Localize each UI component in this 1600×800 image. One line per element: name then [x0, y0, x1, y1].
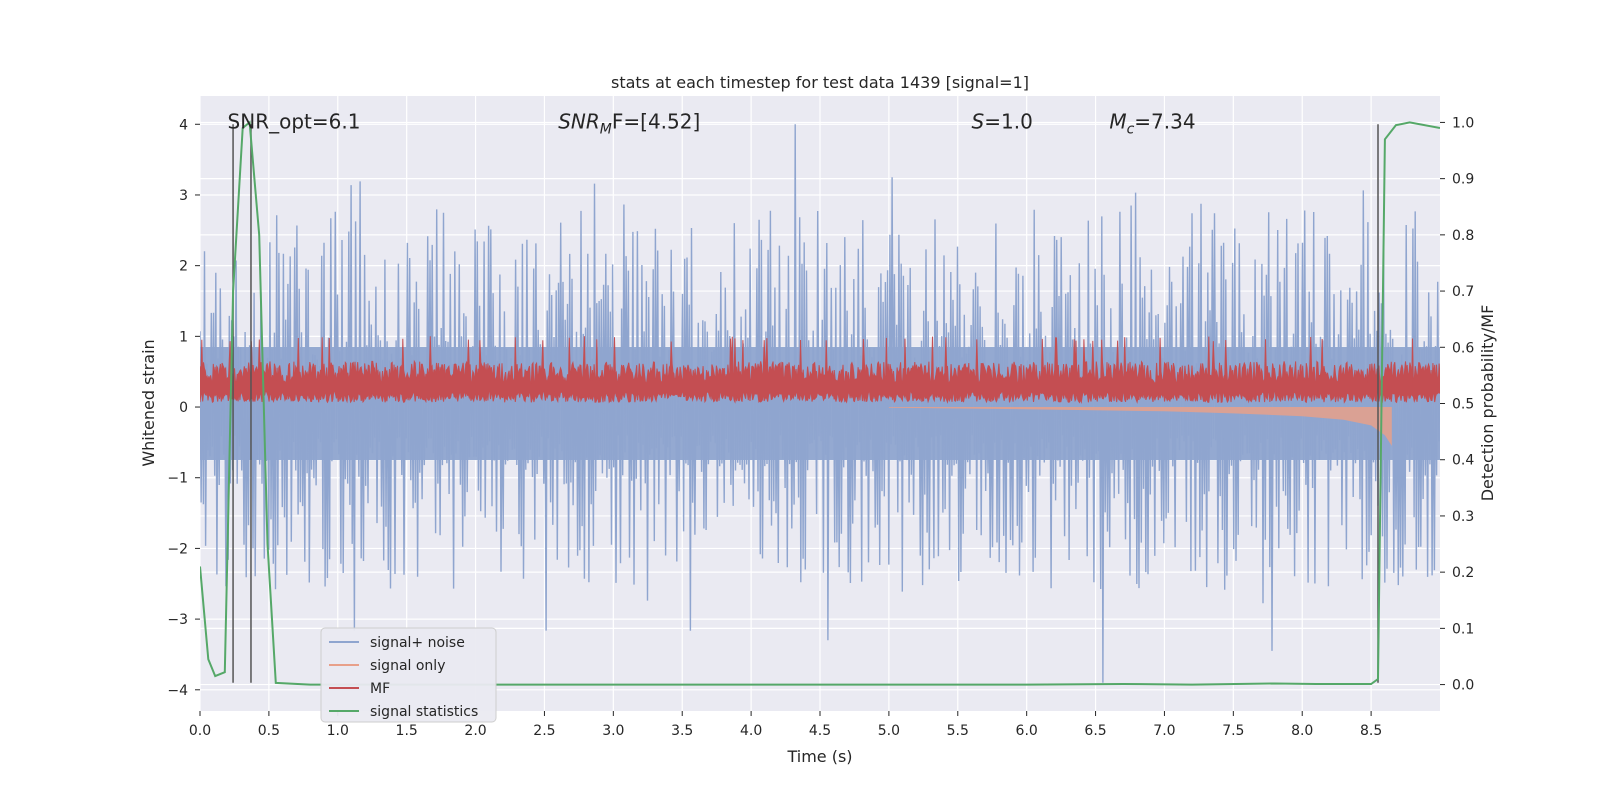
annotation: Mc=7.34 [1109, 110, 1195, 138]
y2-tick-label: 0.7 [1452, 284, 1474, 300]
legend-entry: signal only [370, 658, 445, 674]
x-tick-label: 6.0 [1016, 723, 1038, 739]
y-tick-label: 0 [179, 400, 188, 416]
y-tick-label: −1 [167, 471, 188, 487]
y2-tick-label: 0.3 [1452, 509, 1474, 525]
signal-noise-line [200, 124, 1440, 683]
y2-tick-label: 0.4 [1452, 453, 1474, 469]
legend-entry: MF [370, 681, 390, 697]
x-tick-label: 0.5 [258, 723, 280, 739]
y2-axis-label: Detection probability/MF [1478, 305, 1497, 502]
y-axis-label: Whitened strain [139, 339, 158, 466]
signal-only-line [888, 407, 1392, 446]
annotation: SNRMF=[4.52] [558, 110, 700, 138]
y2-tick-label: 0.9 [1452, 172, 1474, 188]
y-tick-label: 4 [179, 117, 188, 133]
x-tick-label: 8.0 [1291, 723, 1313, 739]
x-tick-label: 7.5 [1222, 723, 1244, 739]
x-tick-label: 0.0 [189, 723, 211, 739]
y-tick-label: 1 [179, 329, 188, 345]
x-tick-label: 1.0 [327, 723, 349, 739]
x-tick-label: 5.0 [878, 723, 900, 739]
y2-axis-ticks: 0.0 0.1 0.2 0.3 0.4 0.5 0.6 0.7 0.8 0.9 1.0 [1440, 115, 1474, 694]
x-tick-label: 8.5 [1360, 723, 1382, 739]
x-tick-label: 2.5 [533, 723, 555, 739]
signal-statistics-line [200, 120, 1440, 686]
y-tick-label: 3 [179, 188, 188, 204]
x-tick-label: 3.0 [602, 723, 624, 739]
annotations: SNR_opt=6.1 SNRMF=[4.52] S=1.0 Mc=7.34 [228, 110, 1196, 138]
y2-tick-label: 0.1 [1452, 621, 1474, 637]
y-tick-label: 2 [179, 259, 188, 275]
x-tick-label: 2.0 [464, 723, 486, 739]
chart-title: stats at each timestep for test data 143… [611, 73, 1029, 92]
legend-entry: signal statistics [370, 704, 478, 720]
plot-area [200, 120, 1440, 686]
y2-tick-label: 0.8 [1452, 228, 1474, 244]
y-tick-label: −3 [167, 612, 188, 628]
annotation: SNR_opt=6.1 [228, 110, 361, 134]
x-tick-label: 7.0 [1153, 723, 1175, 739]
y-tick-label: −2 [167, 541, 188, 557]
y-tick-label: −4 [167, 683, 188, 699]
x-tick-label: 6.5 [1084, 723, 1106, 739]
x-axis-ticks: 0.0 0.5 1.0 1.5 2.0 2.5 3.0 3.5 4.0 4.5 5.0 5.5 6.0 6… [189, 711, 1382, 739]
y2-tick-label: 1.0 [1452, 115, 1474, 131]
legend-entry: signal+ noise [370, 635, 465, 651]
legend-box [320, 627, 497, 723]
x-tick-label: 3.5 [671, 723, 693, 739]
y2-tick-label: 0.5 [1452, 397, 1474, 413]
y2-tick-label: 0.6 [1452, 340, 1474, 356]
y2-tick-label: 0.2 [1452, 565, 1474, 581]
x-axis-label: Time (s) [786, 747, 852, 766]
x-tick-label: 4.5 [809, 723, 831, 739]
annotation: S=1.0 [972, 110, 1033, 134]
y-axis-ticks: −4 −3 −2 −1 0 1 2 3 4 [167, 117, 200, 699]
y2-tick-label: 0.0 [1452, 678, 1474, 694]
mf-line [200, 336, 1440, 405]
x-tick-label: 1.5 [396, 723, 418, 739]
legend: signal+ noise signal only MF signal statist… [320, 627, 497, 723]
x-tick-label: 5.5 [947, 723, 969, 739]
x-tick-label: 4.0 [740, 723, 762, 739]
